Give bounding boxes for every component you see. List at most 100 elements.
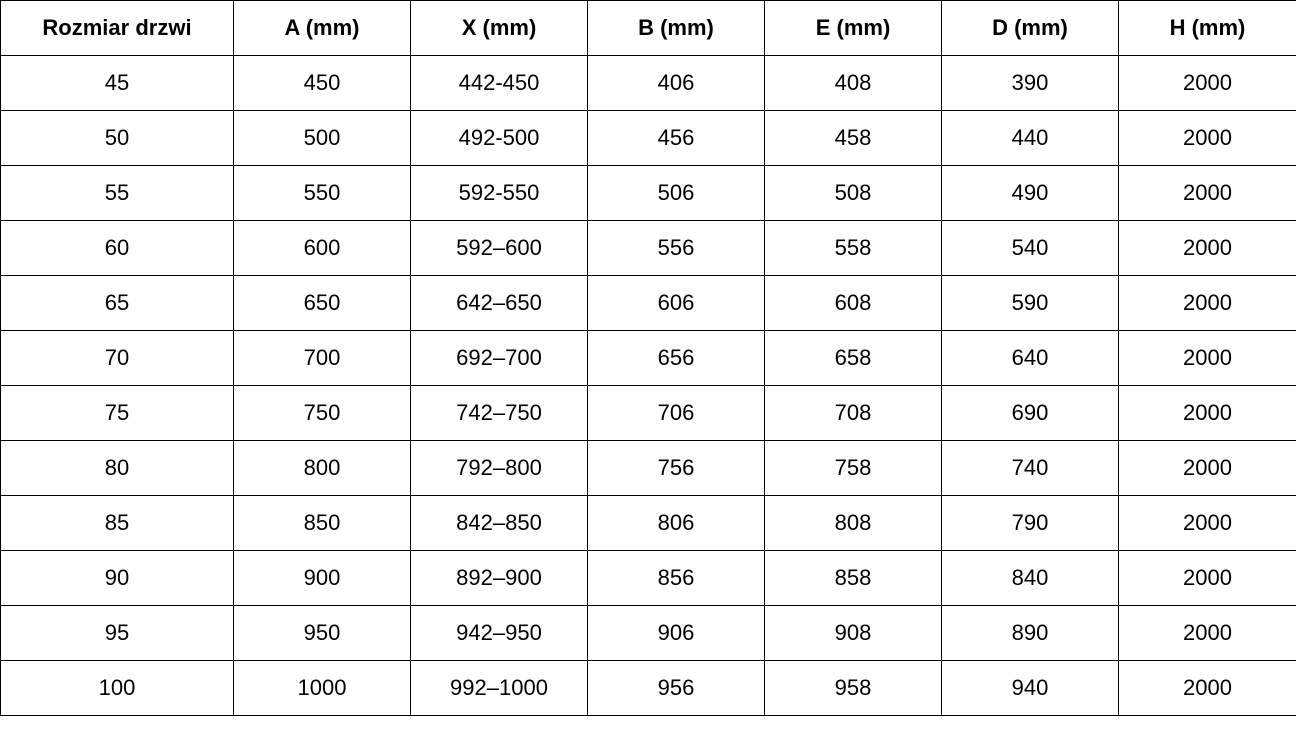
cell-d: 540: [941, 220, 1119, 276]
cell-door-size: 85: [0, 495, 234, 551]
cell-e: 808: [764, 495, 942, 551]
cell-e: 858: [764, 550, 942, 606]
header-h: H (mm): [1118, 0, 1296, 56]
cell-e: 758: [764, 440, 942, 496]
cell-b: 506: [587, 165, 765, 221]
cell-h: 2000: [1118, 55, 1296, 111]
cell-x: 742–750: [410, 385, 588, 441]
cell-h: 2000: [1118, 660, 1296, 716]
table-row: 60 600 592–600 556 558 540 2000: [0, 220, 1296, 276]
cell-door-size: 80: [0, 440, 234, 496]
cell-d: 690: [941, 385, 1119, 441]
cell-b: 406: [587, 55, 765, 111]
cell-e: 658: [764, 330, 942, 386]
cell-d: 740: [941, 440, 1119, 496]
header-x: X (mm): [410, 0, 588, 56]
header-door-size: Rozmiar drzwi: [0, 0, 234, 56]
header-row: Rozmiar drzwi A (mm) X (mm) B (mm) E (mm…: [0, 0, 1296, 56]
cell-e: 608: [764, 275, 942, 331]
cell-x: 992–1000: [410, 660, 588, 716]
table-row: 50 500 492-500 456 458 440 2000: [0, 110, 1296, 166]
header-e: E (mm): [764, 0, 942, 56]
cell-d: 390: [941, 55, 1119, 111]
table-row: 85 850 842–850 806 808 790 2000: [0, 495, 1296, 551]
cell-b: 606: [587, 275, 765, 331]
cell-e: 508: [764, 165, 942, 221]
cell-x: 492-500: [410, 110, 588, 166]
cell-h: 2000: [1118, 330, 1296, 386]
cell-x: 592-550: [410, 165, 588, 221]
cell-door-size: 100: [0, 660, 234, 716]
cell-b: 856: [587, 550, 765, 606]
cell-h: 2000: [1118, 385, 1296, 441]
cell-x: 892–900: [410, 550, 588, 606]
cell-e: 708: [764, 385, 942, 441]
cell-h: 2000: [1118, 550, 1296, 606]
cell-x: 442-450: [410, 55, 588, 111]
table-row: 90 900 892–900 856 858 840 2000: [0, 550, 1296, 606]
cell-door-size: 90: [0, 550, 234, 606]
cell-door-size: 50: [0, 110, 234, 166]
cell-b: 906: [587, 605, 765, 661]
cell-a: 600: [233, 220, 411, 276]
cell-d: 590: [941, 275, 1119, 331]
cell-door-size: 70: [0, 330, 234, 386]
table-row: 80 800 792–800 756 758 740 2000: [0, 440, 1296, 496]
cell-a: 450: [233, 55, 411, 111]
cell-a: 900: [233, 550, 411, 606]
cell-h: 2000: [1118, 165, 1296, 221]
cell-a: 750: [233, 385, 411, 441]
table-row: 100 1000 992–1000 956 958 940 2000: [0, 660, 1296, 716]
cell-e: 908: [764, 605, 942, 661]
cell-b: 806: [587, 495, 765, 551]
cell-b: 656: [587, 330, 765, 386]
header-a: A (mm): [233, 0, 411, 56]
table-row: 65 650 642–650 606 608 590 2000: [0, 275, 1296, 331]
cell-a: 950: [233, 605, 411, 661]
cell-x: 592–600: [410, 220, 588, 276]
cell-d: 790: [941, 495, 1119, 551]
cell-a: 650: [233, 275, 411, 331]
cell-door-size: 45: [0, 55, 234, 111]
header-d: D (mm): [941, 0, 1119, 56]
table-row: 75 750 742–750 706 708 690 2000: [0, 385, 1296, 441]
cell-b: 556: [587, 220, 765, 276]
header-b: B (mm): [587, 0, 765, 56]
cell-h: 2000: [1118, 495, 1296, 551]
cell-b: 756: [587, 440, 765, 496]
cell-e: 458: [764, 110, 942, 166]
cell-x: 642–650: [410, 275, 588, 331]
cell-b: 706: [587, 385, 765, 441]
table-row: 95 950 942–950 906 908 890 2000: [0, 605, 1296, 661]
cell-a: 700: [233, 330, 411, 386]
table-row: 55 550 592-550 506 508 490 2000: [0, 165, 1296, 221]
cell-d: 890: [941, 605, 1119, 661]
cell-x: 792–800: [410, 440, 588, 496]
cell-d: 940: [941, 660, 1119, 716]
cell-door-size: 95: [0, 605, 234, 661]
cell-d: 840: [941, 550, 1119, 606]
cell-a: 500: [233, 110, 411, 166]
cell-a: 1000: [233, 660, 411, 716]
cell-b: 956: [587, 660, 765, 716]
cell-h: 2000: [1118, 440, 1296, 496]
cell-a: 550: [233, 165, 411, 221]
cell-b: 456: [587, 110, 765, 166]
cell-h: 2000: [1118, 110, 1296, 166]
cell-h: 2000: [1118, 275, 1296, 331]
cell-x: 942–950: [410, 605, 588, 661]
table-row: 45 450 442-450 406 408 390 2000: [0, 55, 1296, 111]
cell-h: 2000: [1118, 220, 1296, 276]
cell-e: 408: [764, 55, 942, 111]
table-body: 45 450 442-450 406 408 390 2000 50 500 492-500 456…: [0, 55, 1296, 716]
cell-e: 958: [764, 660, 942, 716]
table-row: 70 700 692–700 656 658 640 2000: [0, 330, 1296, 386]
cell-a: 850: [233, 495, 411, 551]
cell-a: 800: [233, 440, 411, 496]
cell-x: 692–700: [410, 330, 588, 386]
cell-d: 640: [941, 330, 1119, 386]
cell-door-size: 60: [0, 220, 234, 276]
cell-e: 558: [764, 220, 942, 276]
cell-x: 842–850: [410, 495, 588, 551]
cell-door-size: 65: [0, 275, 234, 331]
